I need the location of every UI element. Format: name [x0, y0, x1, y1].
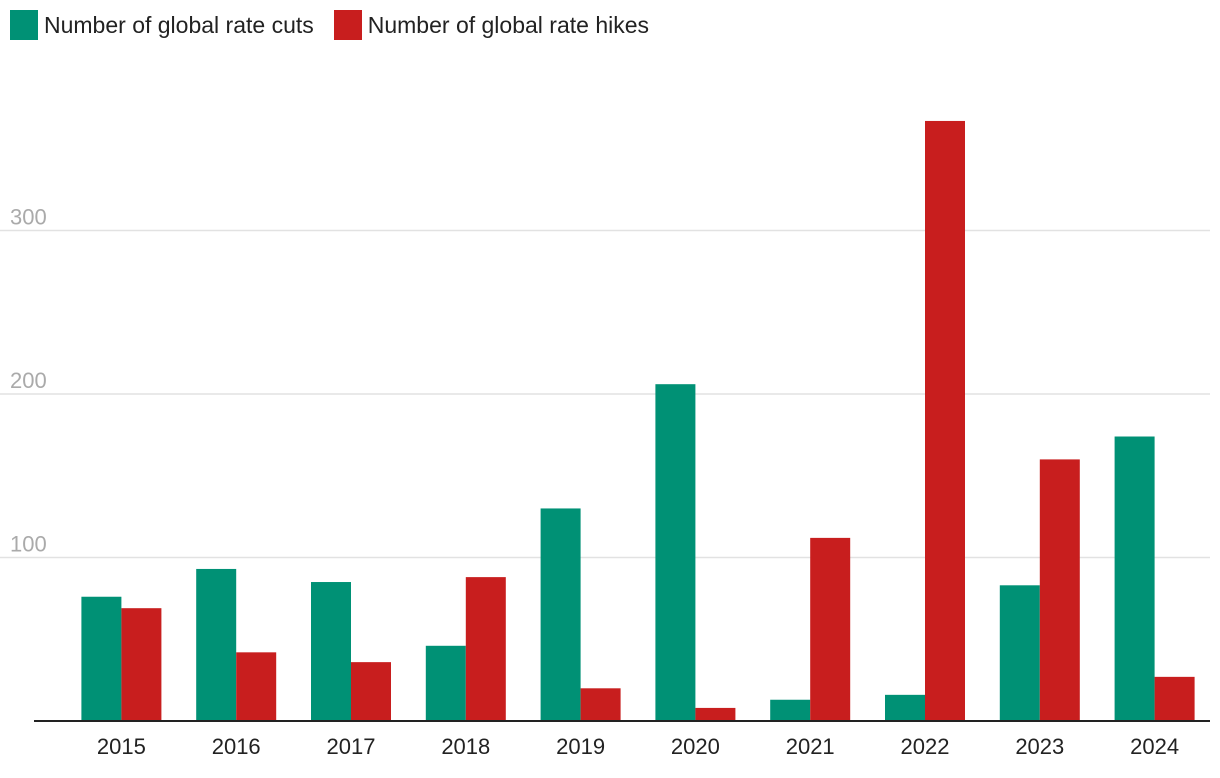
bar-rate-cuts-2018 [425, 645, 466, 721]
bar-rate-cuts-2023 [999, 585, 1040, 721]
bar-rate-cuts-2015 [81, 596, 122, 721]
bar-rate-hikes-2018 [465, 577, 506, 721]
bar-rate-cuts-2020 [655, 384, 696, 721]
x-tick-label-2020: 2020 [671, 734, 720, 759]
x-tick-label-2022: 2022 [901, 734, 950, 759]
y-tick-label-200: 200 [10, 368, 47, 393]
gridlines [0, 229, 1210, 559]
bar-rate-cuts-2021 [770, 699, 811, 721]
bar-rate-cuts-2016 [196, 568, 237, 721]
x-tick-label-2018: 2018 [441, 734, 490, 759]
legend-swatch-rate-hikes [333, 10, 362, 40]
bar-rate-hikes-2023 [1039, 459, 1080, 721]
legend-swatch-rate-cuts [10, 10, 38, 40]
x-tick-label-2023: 2023 [1015, 734, 1064, 759]
x-tick-label-2024: 2024 [1130, 734, 1179, 759]
legend-item-rate-cuts: Number of global rate cuts [10, 10, 314, 40]
bars [81, 120, 1195, 721]
legend-label-rate-cuts: Number of global rate cuts [44, 11, 314, 38]
y-axis-tick-labels: 100 200 300 [10, 205, 47, 557]
bar-rate-cuts-2024 [1114, 436, 1155, 721]
legend-label-rate-hikes: Number of global rate hikes [367, 11, 650, 38]
bar-rate-cuts-2017 [311, 582, 351, 721]
y-tick-label-300: 300 [10, 205, 47, 230]
x-tick-label-2019: 2019 [556, 734, 605, 759]
bar-rate-hikes-2022 [925, 120, 965, 721]
bar-rate-hikes-2016 [236, 652, 277, 721]
bar-rate-cuts-2019 [540, 508, 581, 721]
bar-rate-hikes-2019 [580, 688, 621, 721]
x-tick-label-2021: 2021 [786, 734, 835, 759]
x-tick-label-2017: 2017 [327, 734, 376, 759]
x-axis-tick-labels: 2015 2016 2017 2018 2019 2020 2021 2022 2023 2024 [97, 734, 1179, 759]
bar-rate-hikes-2020 [695, 707, 736, 721]
bar-rate-hikes-2021 [810, 537, 851, 721]
x-tick-label-2016: 2016 [212, 734, 261, 759]
bar-rate-cuts-2022 [885, 694, 925, 721]
legend-item-rate-hikes: Number of global rate hikes [333, 10, 650, 40]
y-tick-label-100: 100 [10, 532, 47, 557]
bar-rate-hikes-2017 [351, 662, 391, 721]
x-tick-label-2015: 2015 [97, 734, 146, 759]
bar-rate-hikes-2024 [1154, 676, 1195, 721]
chart-legend: Number of global rate cuts Number of glo… [10, 10, 649, 40]
bar-rate-hikes-2015 [121, 608, 162, 721]
